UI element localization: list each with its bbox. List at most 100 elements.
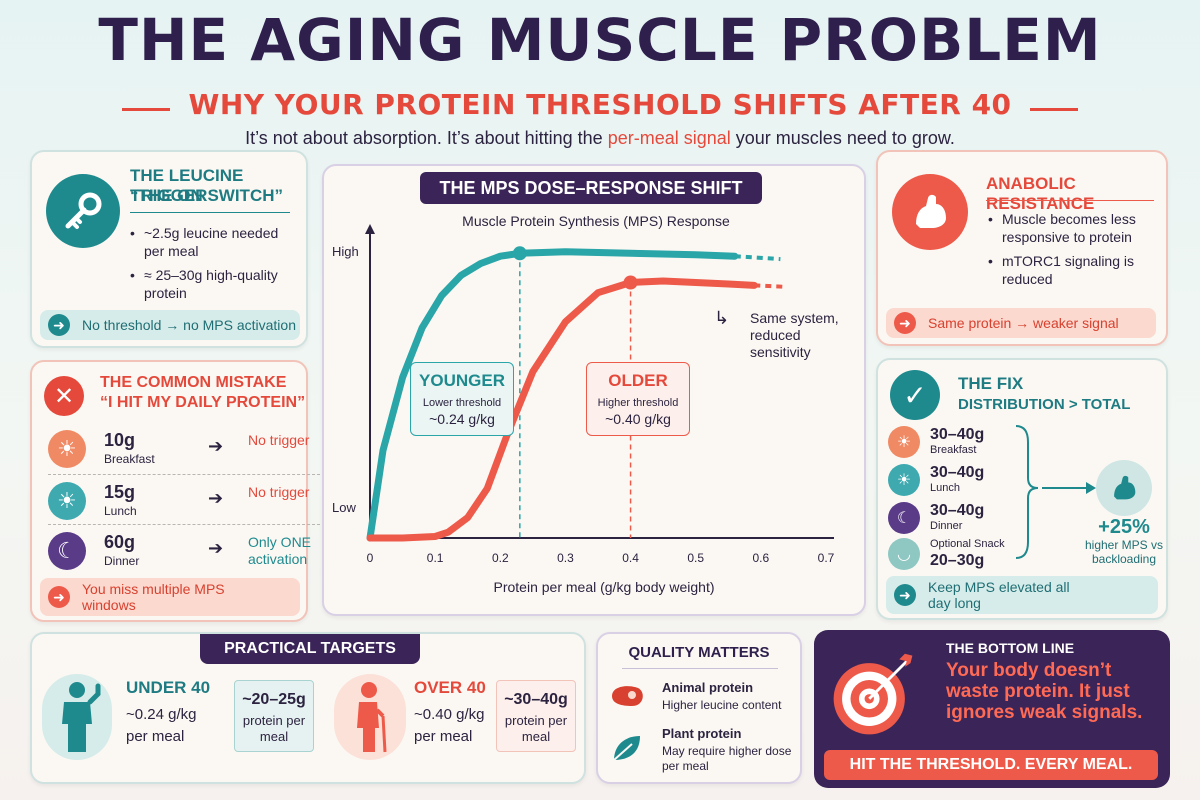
fix-meal-lunch: ☀ 30–40g Lunch <box>888 464 1038 500</box>
meal-name: Lunch <box>104 504 137 518</box>
over40-box: ~30–40g protein per meal <box>496 680 576 752</box>
fix-subtitle: DISTRIBUTION > TOTAL <box>958 396 1131 413</box>
animal-protein-title: Animal protein <box>662 680 754 695</box>
x-tick-label: 0 <box>367 551 374 565</box>
subtitle-divider-right <box>1030 108 1078 112</box>
quality-card: QUALITY MATTERS Animal protein Higher le… <box>596 632 802 784</box>
targets-title: PRACTICAL TARGETS <box>224 640 396 657</box>
chart-annotation: Same system, reduced sensitivity <box>750 310 839 360</box>
x-tick-label: 0.7 <box>818 551 835 565</box>
fix-note-text: Keep MPS elevated all day long <box>928 579 1070 611</box>
older-label: OLDER <box>608 371 668 390</box>
tagline-highlight: per-meal signal <box>607 128 731 148</box>
arrow-right-icon: ➔ <box>208 488 224 508</box>
animal-protein-sub: Higher leucine content <box>662 698 782 712</box>
leucine-title: THE LEUCINE TRIGGER <box>130 166 244 205</box>
fix-meal-dinner: ☾ 30–40g Dinner <box>888 502 1038 538</box>
quality-title: QUALITY MATTERS <box>628 644 770 661</box>
fix-note: ➜ Keep MPS elevated all day long <box>886 576 1158 614</box>
older-sub: Higher threshold <box>597 397 679 409</box>
series-line-dashed-older <box>754 283 787 289</box>
meal-result: No trigger <box>248 484 310 500</box>
meal-amount: 60g <box>104 532 136 552</box>
meal-name: Dinner <box>104 554 140 568</box>
under40-box-value: ~20–25g <box>242 691 306 708</box>
under40-box-sub: protein per meal <box>242 713 306 744</box>
moon-icon: ☾ <box>888 502 920 534</box>
leucine-note-text: No threshold → no MPS activation <box>82 317 296 333</box>
over40-value: ~0.40 g/kg per meal <box>414 706 485 745</box>
x-tick-label: 0.4 <box>622 551 639 565</box>
fix-card: ✓ THE FIX DISTRIBUTION > TOTAL ☀ 30–40g … <box>876 358 1168 620</box>
under40-label: UNDER 40 <box>126 678 211 697</box>
fix-result-sub: higher MPS vs backloading <box>1084 538 1164 566</box>
steak-icon <box>608 682 646 715</box>
target-icon <box>828 650 918 740</box>
tagline-pre: It’s not about absorption. It’s about hi… <box>245 128 603 148</box>
page-title: THE AGING MUSCLE PROBLEM <box>98 6 1102 74</box>
leucine-divider <box>130 212 290 213</box>
anabolic-title: ANABOLIC RESISTANCE <box>986 174 1095 213</box>
older-value: ~0.40 g/kg <box>605 411 671 427</box>
mps-chart: Muscle Protein Synthesis (MPS) Response H… <box>332 213 835 595</box>
flexed-arm-icon <box>892 174 968 250</box>
y-tick-label: High <box>332 244 359 259</box>
tagline: It’s not about absorption. It’s about hi… <box>0 128 1200 149</box>
sun-icon: ☀ <box>48 482 86 520</box>
series-line-older <box>366 277 758 542</box>
chart-title: Muscle Protein Synthesis (MPS) Response <box>462 213 730 229</box>
anabolic-note-text: Same protein → weaker signal <box>928 315 1119 331</box>
threshold-point-older <box>623 275 638 290</box>
fix-brace <box>1015 425 1096 559</box>
series-line-younger <box>366 248 739 542</box>
sun-icon: ☀ <box>48 430 86 468</box>
leucine-subtitle: “THE ON SWITCH” <box>130 186 283 205</box>
chart-banner-text: THE MPS DOSE–RESPONSE SHIFT <box>439 177 743 198</box>
leucine-bullet-1: ~2.5g leucine needed per meal <box>130 224 294 260</box>
younger-label: YOUNGER <box>419 371 505 390</box>
leucine-bullet-2: ≈ 25–30g high-quality protein <box>130 266 294 302</box>
fix-meal-breakfast: ☀ 30–40g Breakfast <box>888 426 1038 462</box>
fix-meal-name: Lunch <box>930 482 960 494</box>
tagline-post: your muscles need to grow. <box>735 128 955 148</box>
fix-meal-name: Dinner <box>930 520 963 532</box>
x-tick-label: 0.5 <box>687 551 704 565</box>
meal-result: No trigger <box>248 432 310 448</box>
leaf-icon <box>610 732 644 769</box>
muscle-arm-icon <box>1096 460 1152 516</box>
fix-meal-name: Breakfast <box>930 444 977 456</box>
sun-icon: ☀ <box>888 426 920 458</box>
fix-meal-name: Optional Snack <box>930 538 1005 550</box>
mistake-note: ➜ You miss multiple MPS windows <box>40 578 300 616</box>
chart-card: THE MPS DOSE–RESPONSE SHIFT Muscle Prote… <box>322 164 866 616</box>
x-tick-label: 0.3 <box>557 551 574 565</box>
bowl-icon: ◡ <box>888 538 920 570</box>
fix-title: THE FIX <box>958 374 1024 393</box>
mistake-subtitle: “I HIT MY DAILY PROTEIN” <box>100 394 306 411</box>
meal-name: Breakfast <box>104 452 155 466</box>
arrow-right-icon: ➔ <box>208 436 224 456</box>
bottom-line-card: THE BOTTOM LINE Your body doesn’t waste … <box>814 630 1170 788</box>
over40-box-sub: protein per meal <box>504 713 568 744</box>
mistake-meal-lunch: ☀ 15g Lunch ➔ No trigger <box>48 478 320 526</box>
leucine-card: THE LEUCINE TRIGGER “THE ON SWITCH” ~2.5… <box>30 150 308 348</box>
fix-result-value: +25% <box>1098 516 1150 538</box>
under40-value: ~0.24 g/kg per meal <box>126 706 197 745</box>
plant-protein-sub: May require higher dose per meal <box>662 744 792 773</box>
younger-value: ~0.24 g/kg <box>429 411 495 427</box>
y-axis-arrow <box>365 224 375 234</box>
plant-protein-title: Plant protein <box>662 726 742 741</box>
arrow-right-icon: ➜ <box>48 586 70 608</box>
arrow-right-icon: ➔ <box>208 538 224 558</box>
x-icon: ✕ <box>44 376 84 416</box>
meal-amount: 15g <box>104 482 136 502</box>
fix-meal-snack: ◡ Optional Snack 20–30g <box>888 538 1038 574</box>
under40-box: ~20–25g protein per meal <box>234 680 314 752</box>
key-icon <box>46 174 120 248</box>
meal-result: Only ONE activation <box>248 534 312 567</box>
fix-amount: 30–40g <box>930 426 985 443</box>
checkmark-icon: ✓ <box>890 370 940 420</box>
x-tick-label: 0.6 <box>753 551 770 565</box>
page-subtitle: WHY YOUR PROTEIN THRESHOLD SHIFTS AFTER … <box>188 88 1012 121</box>
leucine-note: ➜ No threshold → no MPS activation <box>40 310 300 340</box>
